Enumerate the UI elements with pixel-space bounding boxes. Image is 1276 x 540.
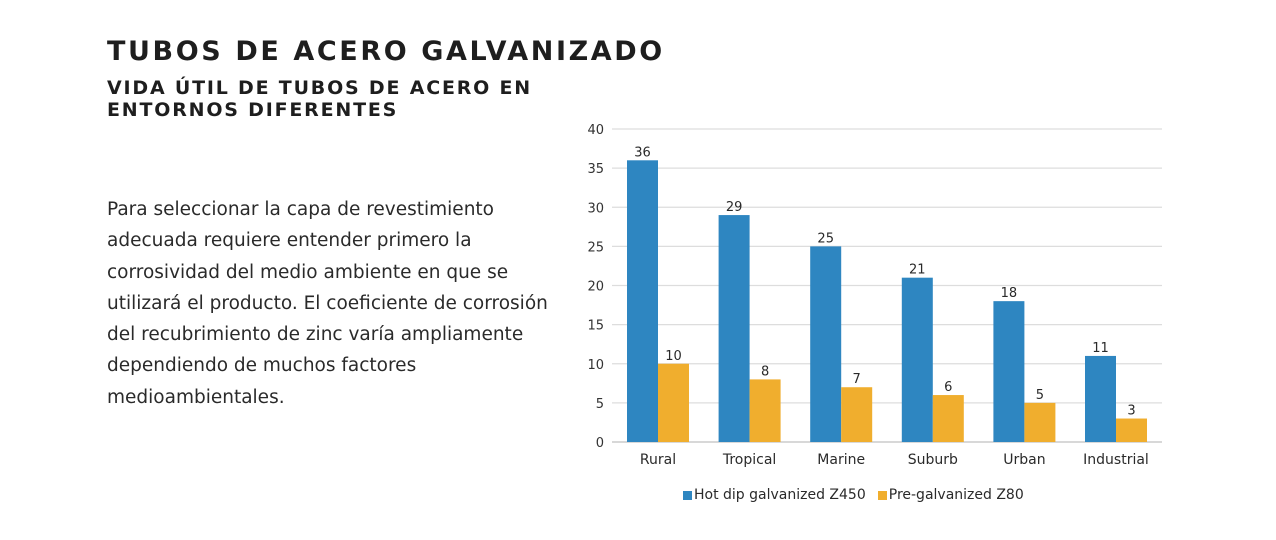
bar-hot-dip — [718, 215, 750, 442]
legend-item-hot-dip: Hot dip galvanized Z450 — [683, 487, 866, 503]
bar-pre-galvanized — [749, 379, 781, 442]
data-label: 7 — [853, 372, 861, 387]
data-label: 10 — [665, 349, 682, 364]
description-paragraph: Para seleccionar la capa de revestimient… — [107, 199, 548, 408]
bar-hot-dip — [901, 277, 933, 442]
bar-hot-dip — [627, 160, 658, 443]
x-category-label: Urban — [1003, 452, 1045, 468]
page-subtitle: VIDA ÚTIL DE TUBOS DE ACERO EN ENTORNOS … — [107, 77, 533, 121]
page-title: TUBOS DE ACERO GALVANIZADO — [107, 36, 665, 67]
data-label: 29 — [726, 200, 743, 215]
data-label: 3 — [1127, 404, 1135, 419]
y-tick-label: 25 — [587, 240, 604, 255]
x-category-label: Suburb — [908, 452, 958, 468]
bars — [627, 160, 1147, 443]
data-label: 8 — [761, 364, 769, 379]
bar-chart: 0 5 10 15 20 25 30 35 40 36 10 29 8 25 7 21 6 18 5 11 3 Rur… — [587, 123, 1162, 468]
bar-hot-dip — [810, 246, 842, 442]
data-label: 11 — [1092, 341, 1109, 356]
y-axis-ticks: 0 5 10 15 20 25 30 35 40 — [587, 123, 604, 451]
y-tick-label: 10 — [587, 358, 604, 373]
legend-swatch-hot-dip — [683, 490, 692, 500]
y-tick-label: 35 — [587, 162, 604, 177]
x-axis-categories: Rural Tropical Marine Suburb Urban Industrial — [640, 452, 1149, 468]
data-label: 5 — [1036, 388, 1044, 403]
bar-pre-galvanized — [932, 395, 964, 442]
data-label: 25 — [817, 231, 834, 246]
bar-pre-galvanized — [1024, 402, 1056, 442]
bar-pre-galvanized — [841, 387, 873, 442]
y-tick-label: 20 — [587, 280, 604, 295]
chart-legend: Hot dip galvanized Z450 Pre-galvanized Z… — [683, 487, 1036, 503]
x-category-label: Tropical — [722, 452, 776, 468]
y-tick-label: 0 — [596, 436, 604, 451]
legend-item-pre-galvanized: Pre-galvanized Z80 — [877, 487, 1024, 503]
x-category-label: Marine — [817, 452, 865, 468]
y-tick-label: 30 — [587, 201, 604, 216]
bar-hot-dip — [1085, 355, 1116, 442]
legend-label-pre-galvanized: Pre-galvanized Z80 — [888, 487, 1024, 503]
data-label: 21 — [909, 263, 926, 278]
y-tick-label: 15 — [587, 319, 604, 334]
legend-swatch-pre-galvanized — [877, 490, 887, 500]
y-tick-label: 5 — [596, 397, 604, 412]
y-tick-label: 40 — [587, 123, 604, 138]
x-category-label: Rural — [640, 452, 676, 468]
bar-hot-dip — [993, 301, 1025, 442]
data-label: 18 — [1001, 286, 1018, 301]
data-label: 36 — [634, 145, 651, 160]
data-label: 6 — [944, 380, 952, 395]
data-labels: 36 10 29 8 25 7 21 6 18 5 11 3 — [634, 145, 1135, 418]
bar-pre-galvanized — [658, 363, 689, 442]
x-category-label: Industrial — [1083, 452, 1149, 468]
legend-label-hot-dip: Hot dip galvanized Z450 — [694, 487, 866, 503]
bar-pre-galvanized — [1116, 418, 1147, 442]
grid-lines — [612, 128, 1162, 443]
